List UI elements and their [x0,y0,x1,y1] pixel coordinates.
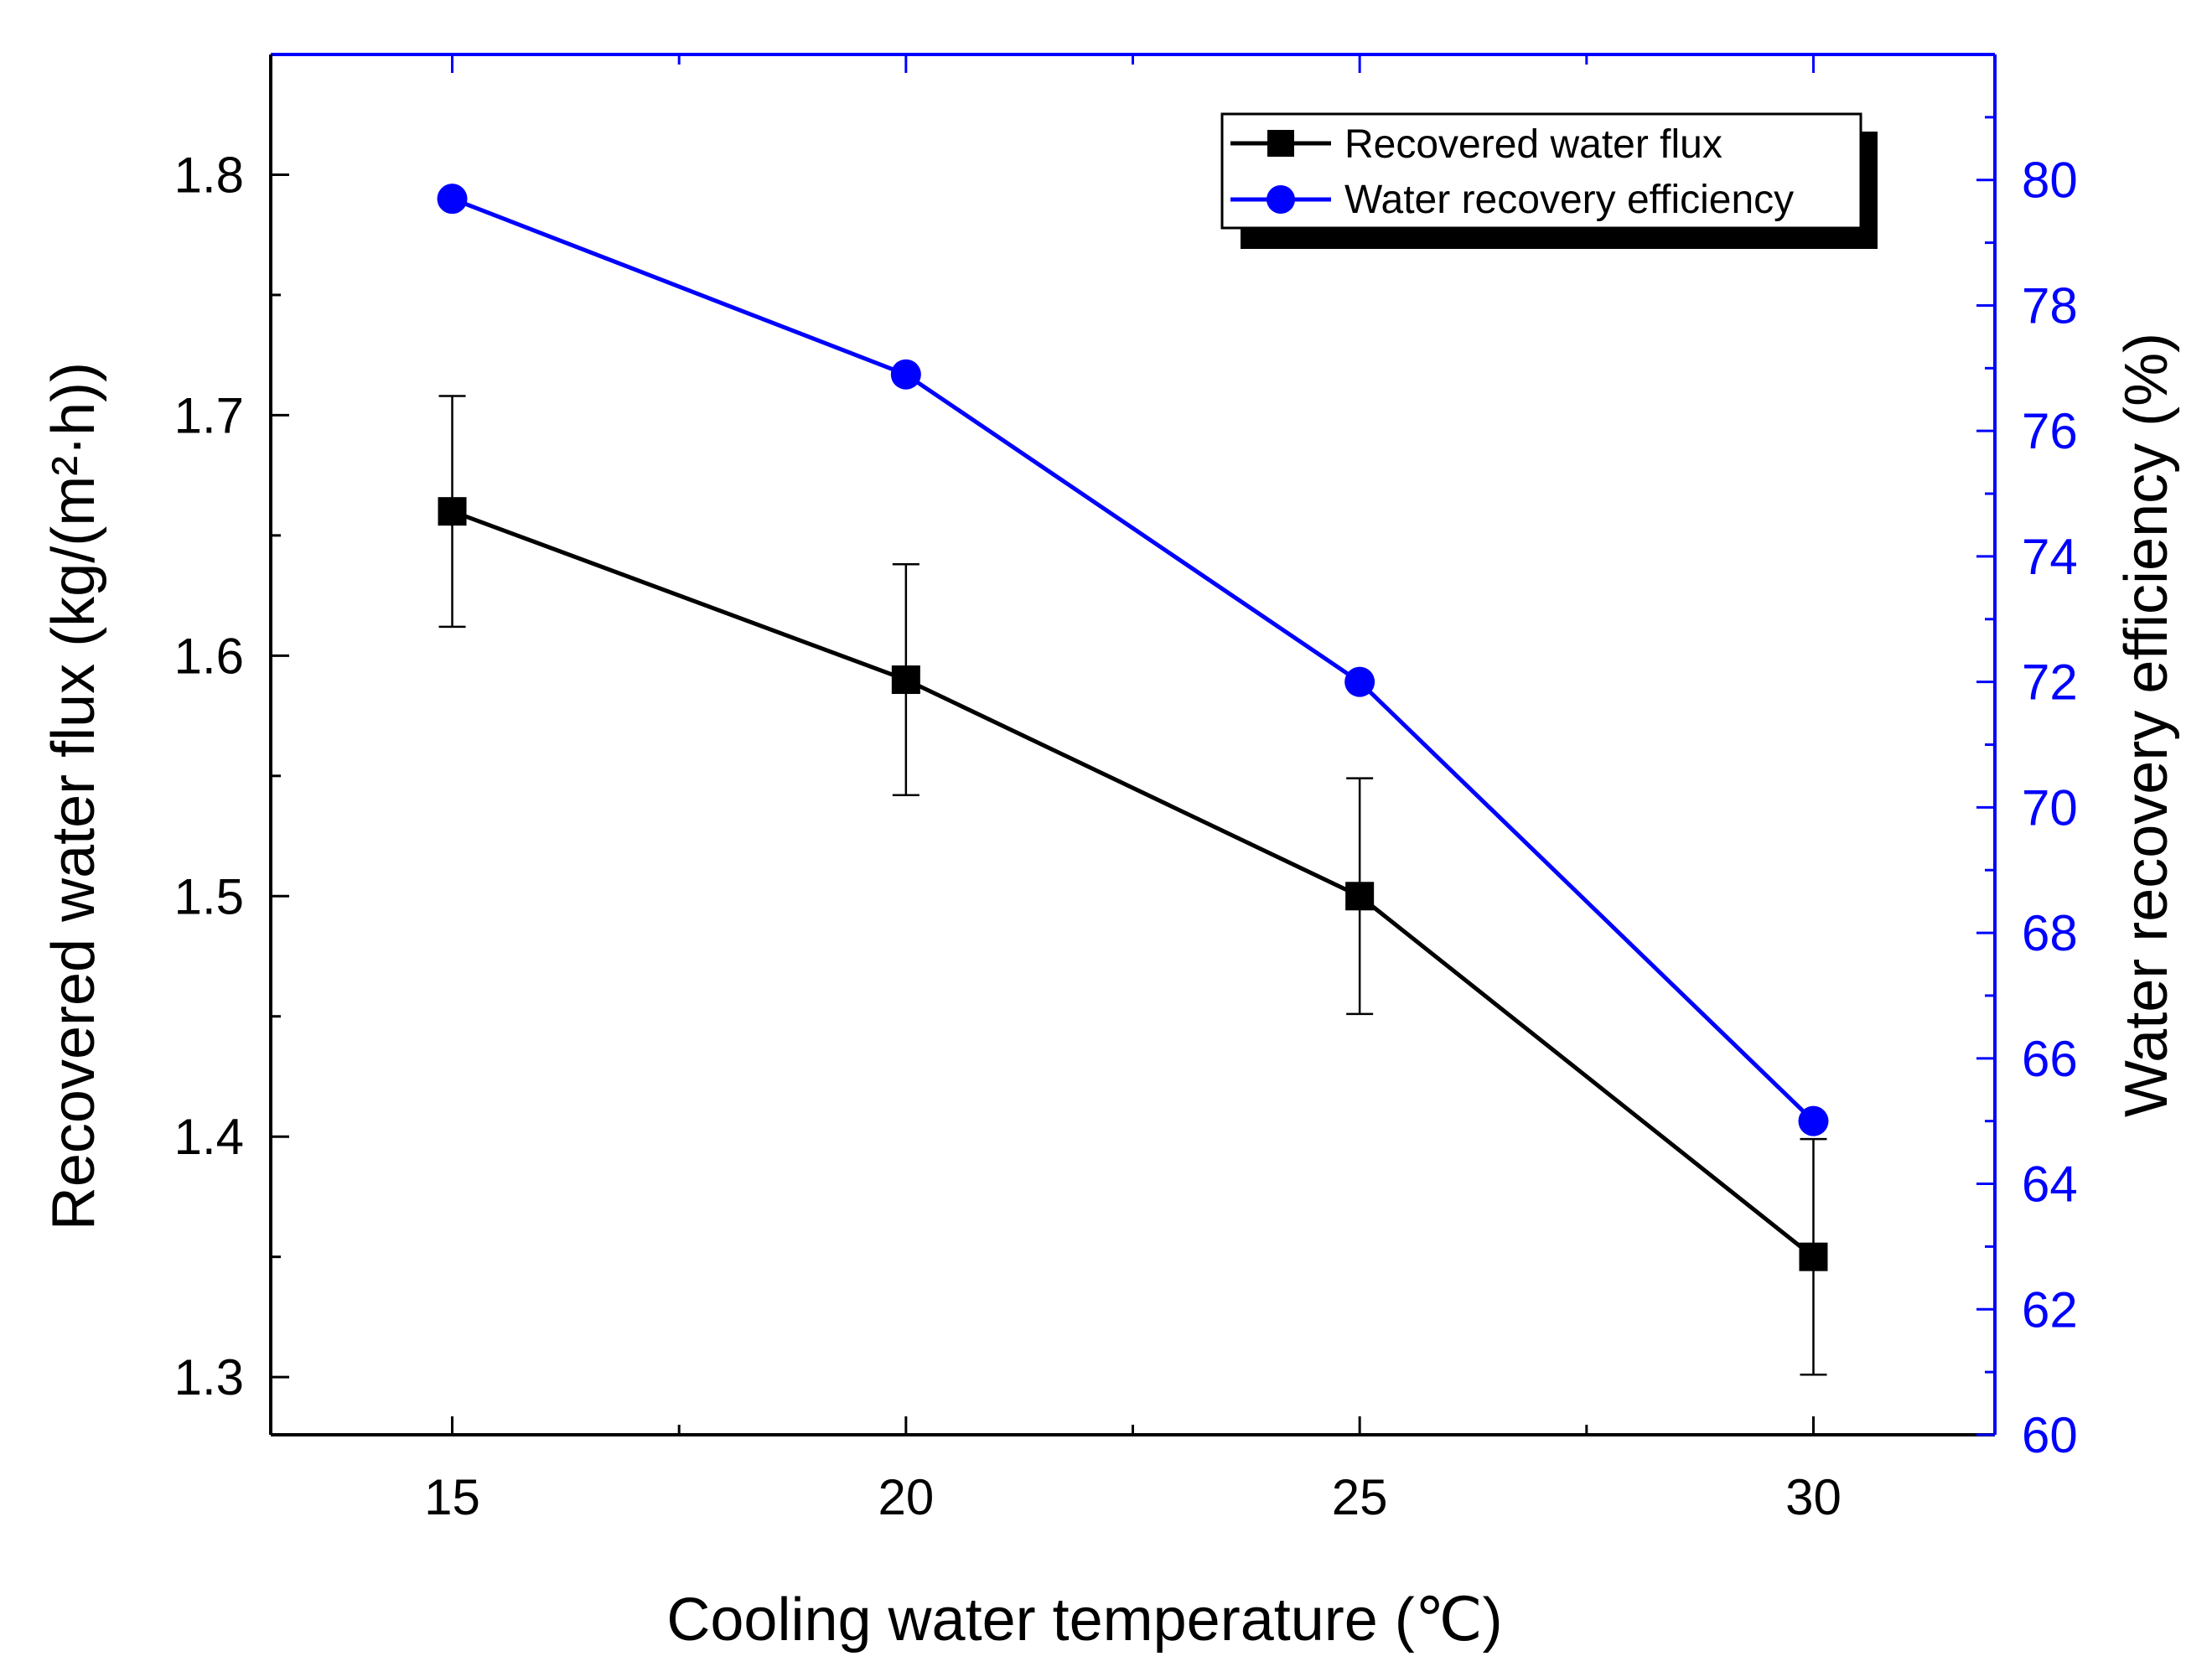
data-point-square [438,497,467,526]
data-point-circle [1344,666,1375,697]
left-y-axis-ticks: 1.3 1.4 1.5 1.6 1.7 1.8 [174,147,289,1405]
right-tick-label: 70 [2022,779,2078,836]
right-tick-label: 78 [2022,277,2078,334]
x-tick-label: 30 [1785,1469,1842,1525]
legend-flux-marker [1267,130,1294,157]
data-point-square [1345,882,1375,911]
legend-flux-label: Recovered water flux [1344,122,1722,167]
right-tick-label: 76 [2022,403,2078,459]
left-tick-label: 1.5 [174,868,244,924]
data-point-circle [890,359,921,390]
x-axis-ticks: 15 20 25 30 [424,54,1842,1525]
right-tick-label: 72 [2022,655,2078,711]
right-tick-label: 66 [2022,1031,2078,1087]
right-y-axis-ticks: 60 62 64 66 68 70 72 74 76 78 80 [1976,116,2078,1463]
right-tick-label: 74 [2022,529,2078,585]
left-tick-label: 1.3 [174,1349,244,1405]
right-tick-label: 80 [2022,153,2078,209]
data-point-circle [437,184,468,215]
left-tick-label: 1.6 [174,628,244,684]
x-tick-label: 20 [878,1469,934,1525]
series-layer [437,184,1829,1376]
right-tick-label: 60 [2022,1407,2078,1463]
legend-box [1220,112,1862,230]
x-axis-title: Cooling water temperature (℃) [666,1586,1502,1654]
x-tick-label: 15 [424,1469,480,1525]
data-point-circle [1798,1105,1829,1136]
data-point-square [891,665,920,695]
right-tick-label: 62 [2022,1281,2078,1338]
legend-efficiency-label: Water recovery efficiency [1344,178,1794,222]
right-tick-label: 64 [2022,1157,2078,1213]
right-y-axis-title: Water recovery efficiency (%) [2113,333,2180,1117]
legend: Recovered water flux Water recovery effi… [1220,112,1878,249]
series-line [451,509,1816,1259]
left-tick-label: 1.4 [174,1109,244,1165]
series-line [451,196,1816,1123]
right-tick-label: 68 [2022,905,2078,961]
data-point-square [1799,1242,1828,1271]
left-y-axis-title: Recovered water flux (kg/(m²·h)) [40,362,107,1230]
series-water-recovery-efficiency [437,184,1829,1136]
x-tick-label: 25 [1332,1469,1388,1525]
series-recovered-water-flux [438,395,1828,1376]
left-tick-label: 1.7 [174,387,244,443]
legend-efficiency-marker [1267,185,1295,214]
left-tick-label: 1.8 [174,147,244,203]
